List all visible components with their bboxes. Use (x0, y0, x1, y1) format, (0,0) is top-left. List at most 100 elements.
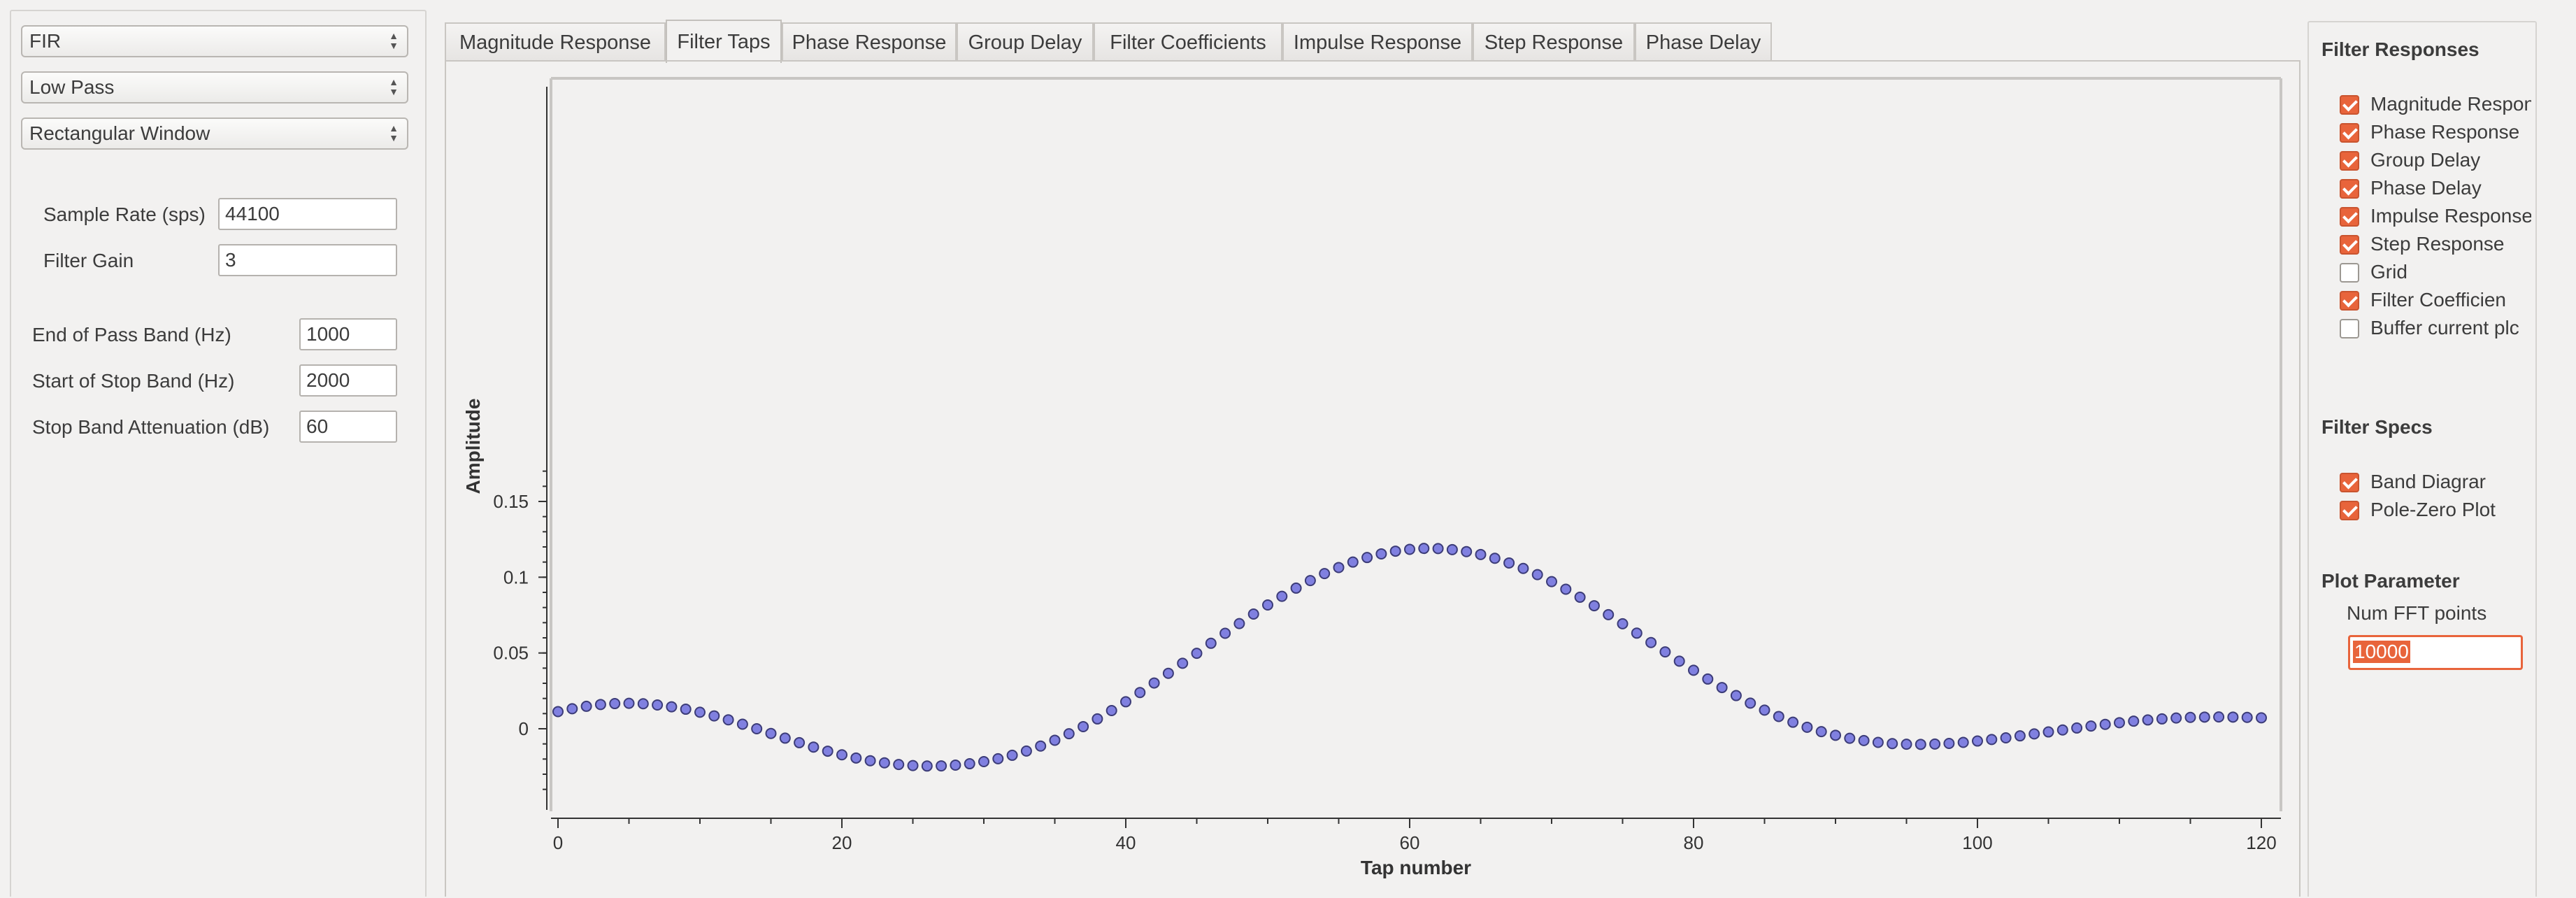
tab-group-delay[interactable]: Group Delay (957, 22, 1094, 62)
filter-tap-point (1858, 734, 1870, 746)
filter-tap-point (1759, 704, 1770, 716)
checkbox-checked-icon[interactable] (2340, 501, 2359, 520)
checkbox-checked-icon[interactable] (2340, 123, 2359, 143)
filter-tap-point (1134, 687, 1146, 699)
filter-tap-point (1773, 711, 1784, 722)
filter-tap-point (1105, 704, 1117, 716)
y-tick-label: 0.15 (493, 491, 529, 512)
window-type-value: Rectangular Window (29, 122, 210, 144)
combo-arrows-icon: ▲ ▼ (389, 122, 399, 143)
filter-tap-point (1404, 543, 1415, 555)
stop-band-attenuation-field[interactable]: 60 (299, 411, 397, 443)
x-tick-label: 100 (1962, 832, 1992, 853)
filter-tap-point (1986, 734, 1998, 746)
checkbox-label[interactable]: Group Delay (2370, 150, 2481, 171)
checkbox-label[interactable]: Filter Coefficien (2370, 290, 2507, 311)
tab-phase-delay[interactable]: Phase Delay (1635, 22, 1772, 62)
filter-tap-point (2198, 711, 2210, 723)
filter-tap-point (1546, 576, 1557, 587)
combo-arrows-icon: ▲ ▼ (389, 76, 399, 97)
filter-tap-point (1304, 575, 1316, 587)
filter-tap-point (1617, 618, 1629, 629)
filter-tap-point (1603, 608, 1615, 620)
filter-tap-point (2170, 712, 2182, 724)
checkbox-checked-icon[interactable] (2340, 207, 2359, 227)
checkbox-label[interactable]: Magnitude Respon (2370, 94, 2531, 115)
response-type-combo[interactable]: Low Pass ▲ ▼ (21, 71, 408, 104)
tab-step-response[interactable]: Step Response (1473, 22, 1635, 62)
checkbox-label[interactable]: Band Diagrar (2370, 471, 2486, 492)
start-stop-band-field[interactable]: 2000 (299, 364, 397, 397)
tab-magnitude-response[interactable]: Magnitude Response (445, 22, 666, 62)
checkbox-label[interactable]: Buffer current plc (2370, 318, 2519, 338)
filter-tap-point (1191, 648, 1203, 660)
x-tick-label: 80 (1684, 832, 1704, 853)
start-stop-band-label: Start of Stop Band (Hz) (32, 370, 235, 392)
x-tick-label: 60 (1400, 832, 1420, 853)
x-tick-label: 20 (832, 832, 852, 853)
end-pass-band-field[interactable]: 1000 (299, 318, 397, 350)
end-pass-band-label: End of Pass Band (Hz) (32, 324, 231, 345)
checkbox-label[interactable]: Step Response (2370, 234, 2505, 255)
filter-tap-point (580, 700, 592, 712)
filter-tap-point (1333, 562, 1345, 573)
filter-tap-point (978, 756, 989, 768)
checkbox-checked-icon[interactable] (2340, 151, 2359, 171)
filter-type-combo[interactable]: FIR ▲ ▼ (21, 25, 408, 57)
filter-tap-point (1078, 720, 1089, 732)
tab-filter-coefficients[interactable]: Filter Coefficients (1094, 22, 1282, 62)
filter-tap-point (1276, 590, 1288, 602)
filter-design-panel (10, 10, 427, 897)
filter-tap-point (2142, 714, 2154, 726)
filter-tap-point (1531, 569, 1543, 580)
filter-tap-point (1361, 552, 1373, 564)
combo-arrows-icon: ▲ ▼ (389, 30, 399, 51)
checkbox-checked-icon[interactable] (2340, 235, 2359, 255)
checkbox-checked-icon[interactable] (2340, 473, 2359, 492)
filter-tap-point (1730, 690, 1742, 701)
filter-tap-point (552, 706, 564, 718)
checkbox-label[interactable]: Pole-Zero Plot (2370, 499, 2496, 520)
filter-tap-point (1375, 548, 1387, 560)
checkbox-label[interactable]: Phase Response (2370, 122, 2520, 143)
filter-tap-point (1432, 543, 1444, 555)
filter-tap-point (594, 699, 606, 711)
filter-taps-plot[interactable]: 0 0.05 0.1 0.15 0 20 40 60 80 100 120 Amplitude T… (446, 62, 2299, 898)
checkbox-label[interactable]: Impulse Response (2370, 206, 2531, 227)
filter-tap-point (2114, 717, 2125, 729)
filter-tap-point (1489, 553, 1501, 564)
filter-gain-field[interactable]: 3 (218, 244, 397, 276)
y-axis-label: Amplitude (462, 399, 484, 494)
sample-rate-field[interactable]: 44100 (218, 198, 397, 230)
filter-tap-point (1872, 736, 1884, 748)
checkbox-checked-icon[interactable] (2340, 95, 2359, 115)
filter-tap-point (1177, 657, 1189, 669)
checkbox-unchecked-icon[interactable] (2340, 319, 2359, 338)
filter-tap-point (921, 760, 933, 772)
filter-tap-point (1319, 568, 1331, 580)
filter-tap-point (836, 749, 847, 761)
checkbox-label[interactable]: Grid (2370, 262, 2407, 283)
filter-tap-point (680, 704, 692, 715)
filter-tap-point (1461, 546, 1473, 557)
filter-tap-point (1915, 739, 1926, 750)
filter-tap-point (1702, 673, 1714, 685)
checkbox-checked-icon[interactable] (2340, 291, 2359, 311)
filter-tap-point (864, 755, 876, 767)
checkbox-checked-icon[interactable] (2340, 179, 2359, 199)
filter-type-value: FIR (29, 30, 62, 52)
filter-tap-point (1645, 636, 1657, 648)
checkbox-unchecked-icon[interactable] (2340, 263, 2359, 283)
tab-impulse-response[interactable]: Impulse Response (1282, 22, 1473, 62)
tab-filter-taps[interactable]: Filter Taps (666, 20, 782, 63)
x-tick-label: 40 (1116, 832, 1136, 853)
y-tick-label: 0.1 (503, 566, 529, 587)
checkbox-label[interactable]: Phase Delay (2370, 178, 2482, 199)
filter-tap-point (992, 753, 1004, 764)
filter-tap-point (652, 699, 664, 711)
num-fft-field[interactable]: 10000 (2348, 635, 2523, 670)
filter-tap-point (708, 710, 720, 722)
filter-tap-point (2227, 711, 2239, 723)
window-type-combo[interactable]: Rectangular Window ▲ ▼ (21, 117, 408, 150)
tab-phase-response[interactable]: Phase Response (782, 22, 957, 62)
